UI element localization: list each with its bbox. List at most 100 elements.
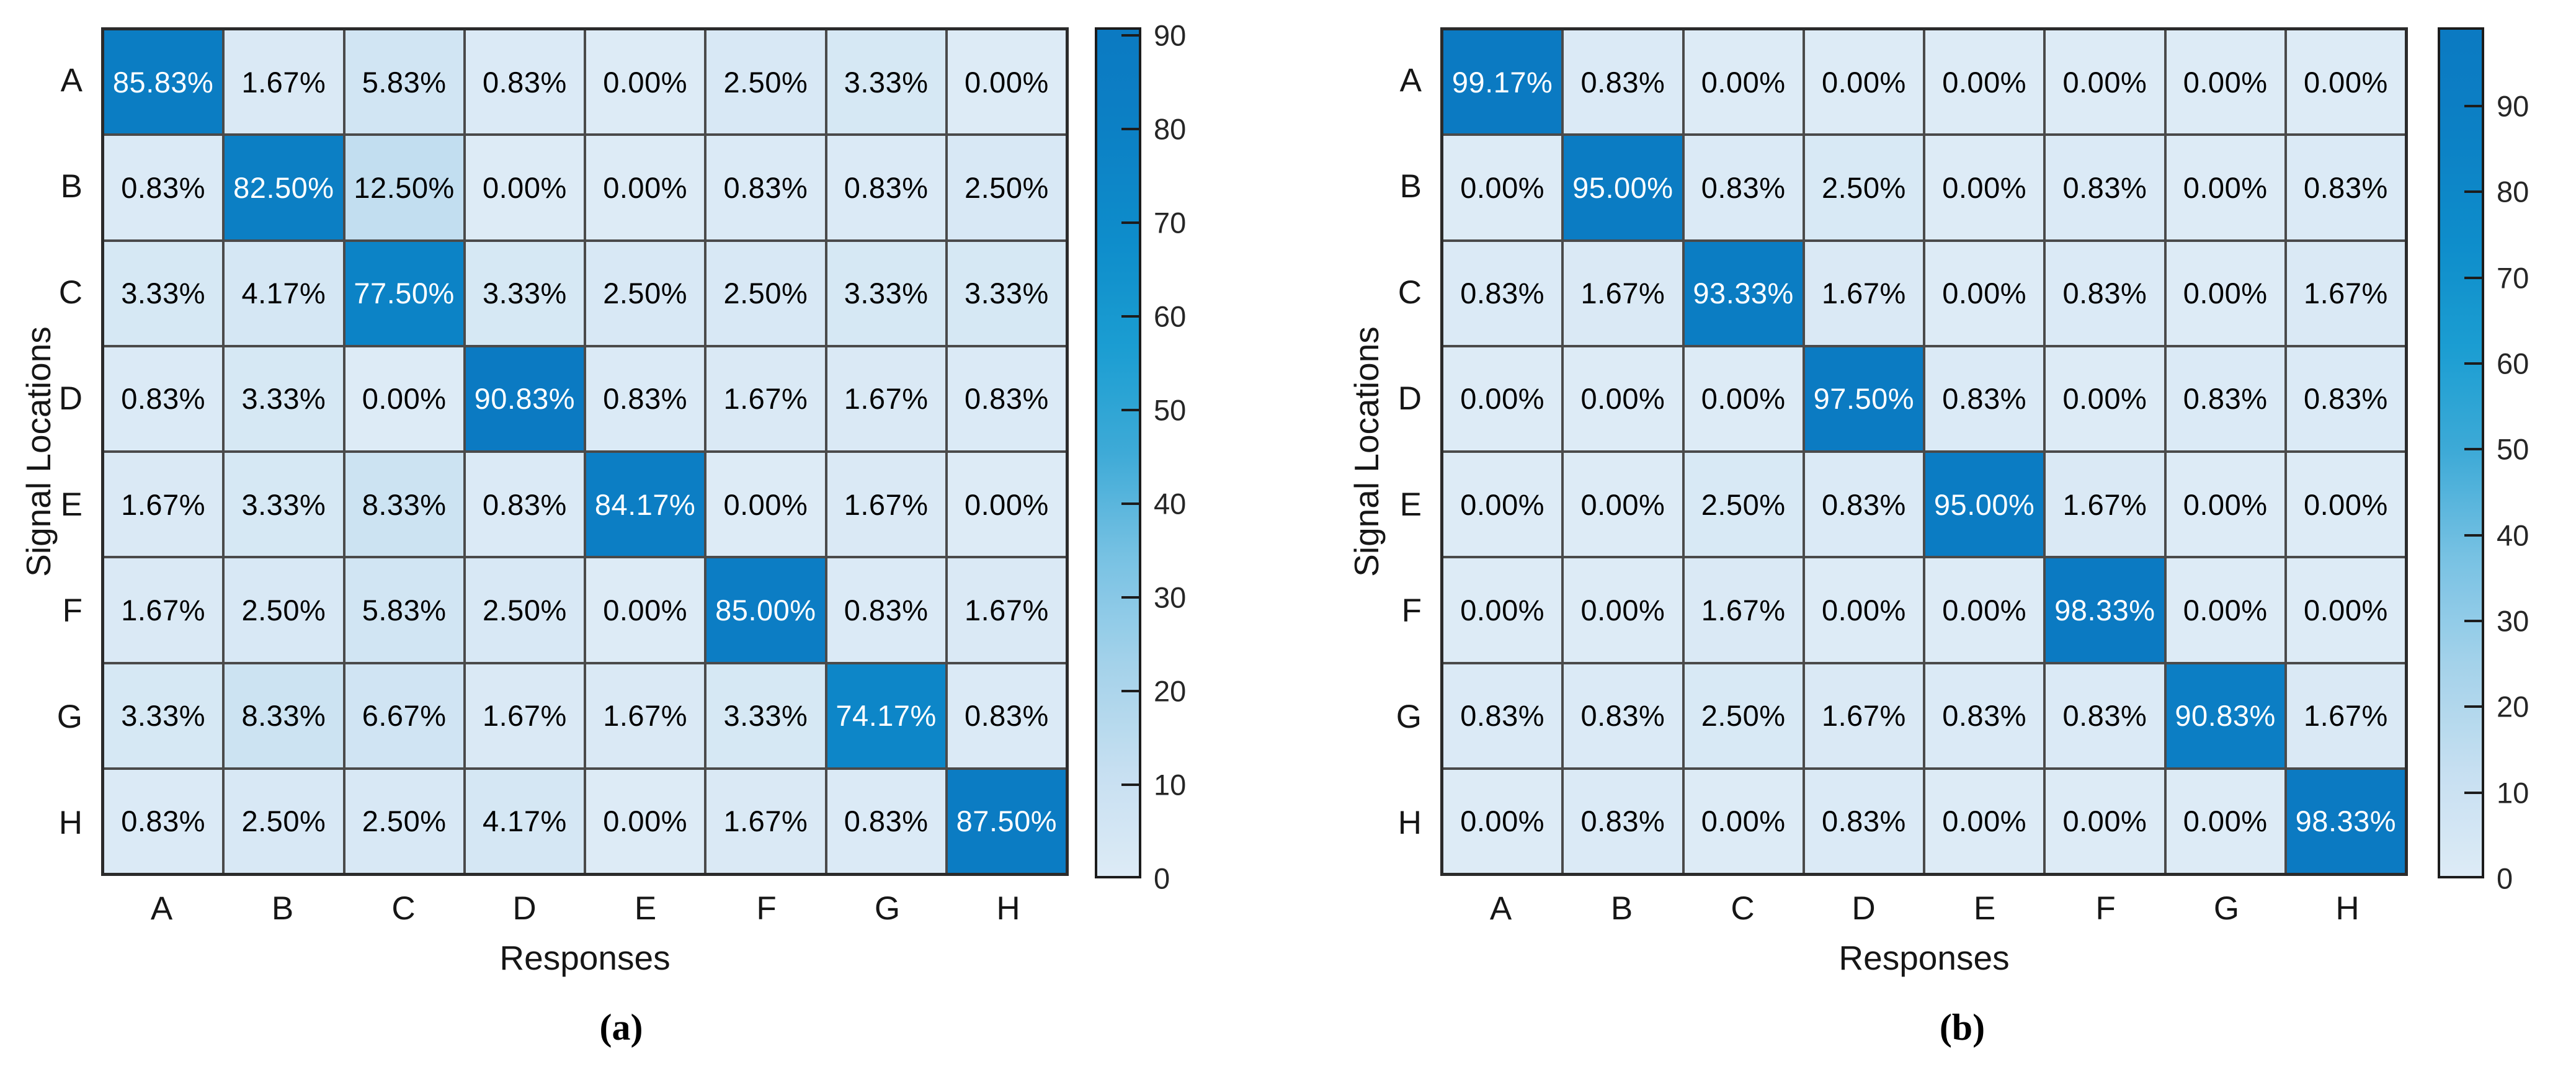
subfigure-caption-a: (a) [599, 1007, 643, 1048]
colorbar-tick-mark [2464, 791, 2482, 794]
heatmap-cell: 1.67% [1684, 558, 1803, 662]
heatmap-cell: 0.00% [1925, 769, 2044, 873]
heatmap-cell: 0.00% [1684, 30, 1803, 134]
colorbar-tick-label: 70 [2497, 261, 2529, 295]
colorbar-b [2438, 27, 2484, 878]
column-label: A [1489, 890, 1512, 927]
colorbar-tick-mark [1121, 127, 1139, 130]
heatmap-cell: 1.67% [2286, 241, 2405, 345]
heatmap-cell: 2.50% [1684, 664, 1803, 767]
heatmap-cell: 2.50% [706, 241, 825, 345]
heatmap-cell: 0.83% [2286, 136, 2405, 239]
heatmap-cell: 0.83% [1925, 664, 2044, 767]
heatmap-cell: 0.83% [104, 769, 223, 873]
heatmap-cell: 3.33% [225, 347, 343, 450]
heatmap-cell: 0.00% [586, 136, 705, 239]
heatmap-cell: 0.00% [1443, 347, 1562, 450]
heatmap-cell: 0.83% [104, 136, 223, 239]
colorbar-tick-label: 10 [1154, 768, 1187, 801]
heatmap-cell: 0.83% [1684, 136, 1803, 239]
heatmap-cell: 0.83% [1564, 769, 1682, 873]
heatmap-cell: 0.00% [1804, 558, 1923, 662]
column-label: E [634, 890, 657, 927]
heatmap-cell: 3.33% [827, 30, 945, 134]
heatmap-cell: 1.67% [706, 347, 825, 450]
heatmap-cell: 0.00% [586, 558, 705, 662]
heatmap-cell: 1.67% [104, 558, 223, 662]
heatmap-cell: 1.67% [1804, 241, 1923, 345]
heatmap-cell: 4.17% [225, 241, 343, 345]
heatmap-cell: 0.83% [104, 347, 223, 450]
heatmap-cell: 0.83% [947, 664, 1066, 767]
row-label: A [60, 62, 82, 99]
row-label: G [56, 699, 82, 735]
y-axis-tick-labels-a: A B C D E F G H [0, 27, 82, 876]
heatmap-cell: 0.83% [2286, 347, 2405, 450]
heatmap-cell: 1.67% [706, 769, 825, 873]
heatmap-cell: 82.50% [225, 136, 343, 239]
heatmap-cell: 0.00% [586, 30, 705, 134]
heatmap-cell: 2.50% [345, 769, 463, 873]
colorbar-tick-mark [2464, 448, 2482, 451]
heatmap-cell: 0.00% [1443, 558, 1562, 662]
colorbar-tick-mark [1121, 596, 1139, 599]
heatmap-cell: 1.67% [827, 453, 945, 556]
heatmap-cell: 1.67% [2286, 664, 2405, 767]
heatmap-cell: 0.00% [2286, 30, 2405, 134]
row-label: E [60, 486, 82, 523]
heatmap-cell: 0.83% [1443, 664, 1562, 767]
colorbar-tick-label: 90 [1154, 19, 1187, 52]
row-label: D [1397, 380, 1422, 417]
heatmap-cell: 0.00% [947, 453, 1066, 556]
heatmap-cell: 0.00% [1443, 136, 1562, 239]
heatmap-cell: 0.83% [947, 347, 1066, 450]
heatmap-cell: 8.33% [225, 664, 343, 767]
colorbar-tick-mark [2464, 190, 2482, 194]
heatmap-cell: 98.33% [2046, 558, 2164, 662]
heatmap-cell: 2.50% [706, 30, 825, 134]
colorbar-tick-label: 10 [2497, 776, 2529, 810]
colorbar-tick-label: 80 [2497, 175, 2529, 208]
heatmap-cell: 95.00% [1564, 136, 1682, 239]
heatmap-cell: 90.83% [2166, 664, 2284, 767]
row-label: C [1397, 274, 1422, 311]
heatmap-cell: 0.00% [1443, 453, 1562, 556]
heatmap-cell: 3.33% [104, 241, 223, 345]
colorbar-tick-mark [2464, 619, 2482, 622]
column-label: B [1610, 890, 1633, 927]
colorbar-tick-mark [1121, 502, 1139, 505]
row-label: C [58, 274, 82, 311]
colorbar-tick-label: 30 [1154, 581, 1187, 614]
row-label: B [60, 168, 82, 205]
colorbar-tick-mark [2464, 705, 2482, 708]
heatmap-cell: 1.67% [225, 30, 343, 134]
heatmap-cell: 2.50% [225, 769, 343, 873]
heatmap-cell: 0.83% [1804, 453, 1923, 556]
column-label: F [2095, 890, 2116, 927]
heatmap-cell: 2.50% [225, 558, 343, 662]
heatmap-cell: 99.17% [1443, 30, 1562, 134]
heatmap-cell: 0.00% [2046, 769, 2164, 873]
colorbar-tick-label: 20 [1154, 674, 1187, 708]
colorbar-tick-mark [1121, 689, 1139, 692]
colorbar-tick-label: 60 [2497, 347, 2529, 380]
heatmap-cell: 0.83% [465, 453, 584, 556]
heatmap-cell: 1.67% [827, 347, 945, 450]
heatmap-cell: 0.00% [345, 347, 463, 450]
heatmap-cell: 0.00% [2046, 347, 2164, 450]
heatmap-cell: 2.50% [947, 136, 1066, 239]
heatmap-cell: 0.00% [1443, 769, 1562, 873]
heatmap-cell: 0.00% [2166, 136, 2284, 239]
heatmap-cell: 0.00% [1564, 453, 1682, 556]
colorbar-tick-mark [2464, 104, 2482, 107]
heatmap-cell: 0.83% [827, 769, 945, 873]
colorbar-tick-label: 70 [1154, 206, 1187, 239]
colorbar-tick-mark [1121, 221, 1139, 224]
heatmap-cell: 77.50% [345, 241, 463, 345]
heatmap-cell: 0.00% [1684, 769, 1803, 873]
heatmap-cell: 0.00% [947, 30, 1066, 134]
heatmap-cell: 0.00% [2166, 769, 2284, 873]
heatmap-cell: 93.33% [1684, 241, 1803, 345]
heatmap-cell: 74.17% [827, 664, 945, 767]
